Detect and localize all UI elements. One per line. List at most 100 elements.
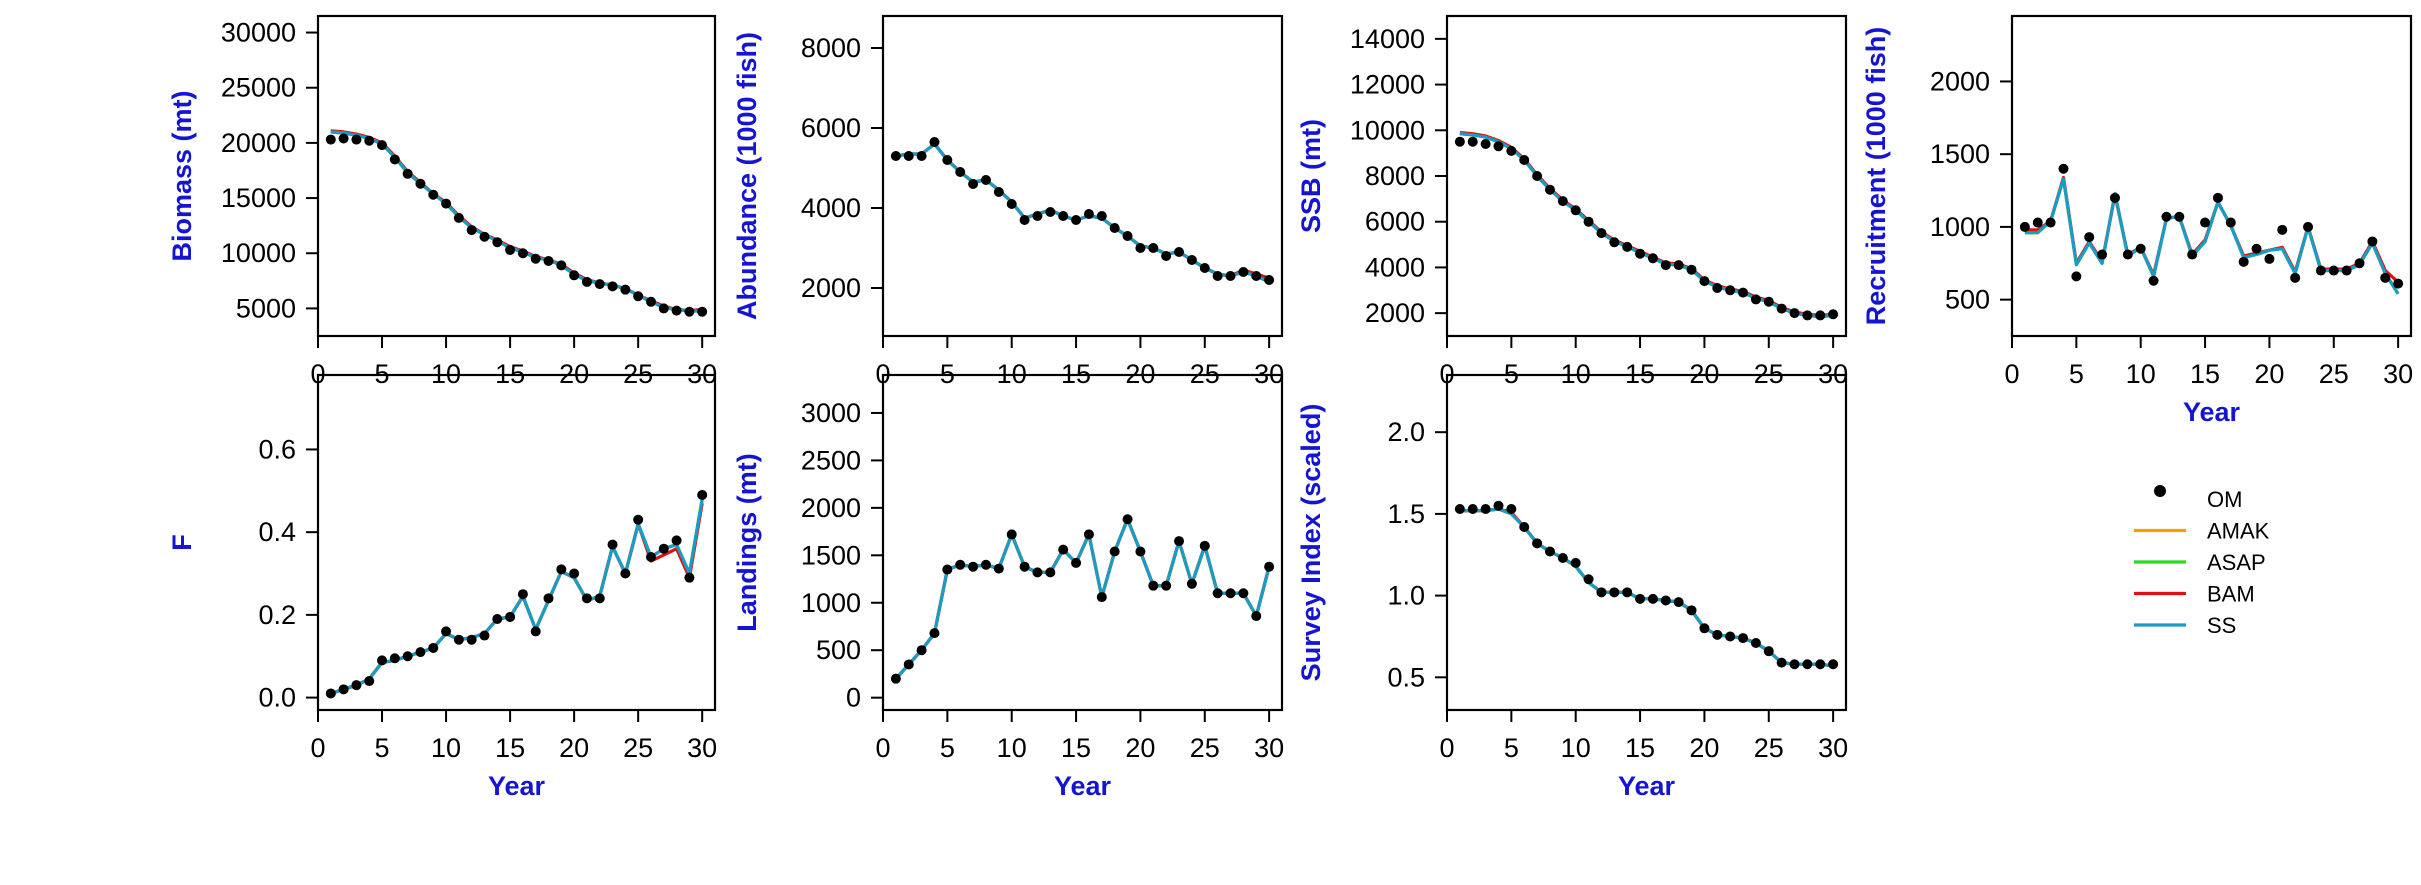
f-om-point	[505, 611, 516, 622]
abundance-om-point	[955, 167, 966, 177]
landings-om-point	[1212, 588, 1223, 599]
biomass-om-point	[645, 296, 656, 307]
f-om-point	[594, 593, 605, 604]
survey-om-point	[1596, 587, 1607, 598]
ssb-om-point	[1738, 287, 1749, 298]
landings-xtick-label: 5	[940, 733, 955, 763]
recruitment-om-point	[2212, 192, 2223, 203]
f-om-point	[517, 589, 528, 600]
survey-om-point	[1519, 521, 1530, 532]
landings-om-point	[993, 563, 1004, 574]
survey-xtick-label: 5	[1504, 733, 1519, 763]
f-ytick-label: 0.0	[258, 683, 296, 713]
f-om-point	[428, 642, 439, 653]
biomass-om-point	[402, 168, 413, 179]
survey-om-point	[1622, 587, 1633, 598]
ssb-om-point	[1686, 264, 1697, 275]
f-om-point	[466, 634, 477, 645]
biomass-ytick-label: 25000	[221, 73, 296, 103]
landings-om-point	[1071, 557, 1082, 568]
f-om-point	[441, 626, 452, 637]
abundance-om-point	[1058, 211, 1069, 221]
ssb-om-point	[1467, 136, 1478, 147]
recruitment-ytick-label: 2000	[1930, 66, 1990, 96]
survey-ytick-label: 0.5	[1387, 662, 1425, 692]
landings-plot-frame	[881, 373, 1284, 712]
recruitment-xtick-label: 5	[2069, 359, 2084, 389]
f-plot-frame	[316, 373, 717, 712]
biomass-ytick-label: 15000	[221, 183, 296, 213]
ssb-om-point	[1622, 241, 1633, 252]
recruitment-om-point	[2328, 265, 2339, 276]
landings-om-point	[1032, 567, 1043, 578]
recruitment-om-point	[2251, 243, 2262, 254]
ssb-om-point	[1647, 253, 1658, 264]
biomass-om-point	[377, 140, 388, 151]
recruitment-om-point	[2045, 217, 2056, 228]
landings-om-point	[1238, 588, 1249, 599]
abundance-om-point	[1071, 215, 1082, 225]
recruitment-om-point	[2174, 211, 2185, 222]
abundance-ylabel: Abundance (1000 fish)	[732, 32, 762, 320]
biomass-om-point	[517, 248, 528, 259]
ssb-om-point	[1583, 216, 1594, 227]
landings-om-point	[1058, 544, 1069, 555]
biomass-om-point	[671, 305, 682, 316]
survey-om-point	[1493, 500, 1504, 511]
landings-om-point	[955, 559, 966, 570]
recruitment-om-point	[2200, 217, 2211, 228]
biomass-om-point	[389, 154, 400, 165]
biomass-om-point	[594, 279, 605, 290]
f-xtick-label: 0	[310, 733, 325, 763]
survey-plot-frame	[1445, 373, 1848, 712]
legend-label-asap: ASAP	[2207, 550, 2266, 575]
survey-xtick-label: 10	[1561, 733, 1591, 763]
recruitment-om-point	[2367, 236, 2378, 247]
survey-om-point	[1583, 574, 1594, 585]
survey-om-point	[1467, 504, 1478, 514]
survey-om-point	[1802, 659, 1813, 670]
survey-om-point	[1454, 504, 1465, 514]
recruitment-xtick-label: 25	[2319, 359, 2349, 389]
f-om-point	[530, 626, 541, 637]
biomass-om-point	[658, 303, 669, 314]
recruitment-ylabel: Recruitment (1000 fish)	[1861, 27, 1891, 326]
biomass-om-point	[581, 276, 592, 287]
abundance-om-point	[890, 151, 901, 161]
abundance-om-point	[993, 187, 1004, 197]
abundance-om-point	[929, 137, 940, 147]
ssb-ytick-label: 10000	[1350, 115, 1425, 145]
recruitment-om-point	[2277, 224, 2288, 235]
landings-om-point	[1186, 578, 1197, 589]
survey-ylabel: Survey Index (scaled)	[1296, 404, 1326, 682]
biomass-om-point	[633, 291, 644, 302]
abundance-om-point	[980, 175, 991, 185]
recruitment-om-point	[2380, 272, 2391, 283]
landings-xtick-label: 20	[1125, 733, 1155, 763]
f-ylabel: F	[167, 534, 197, 551]
recruitment-om-point	[2303, 221, 2314, 232]
survey-om-point	[1712, 629, 1723, 640]
f-om-point	[645, 551, 656, 562]
f-xtick-label: 10	[431, 733, 461, 763]
f-xlabel: Year	[488, 771, 546, 801]
landings-xlabel: Year	[1054, 771, 1112, 801]
biomass-om-point	[684, 306, 695, 317]
biomass-om-point	[543, 255, 554, 266]
f-om-point	[338, 684, 349, 695]
f-om-point	[581, 593, 592, 604]
abundance-ytick-label: 8000	[801, 33, 861, 63]
survey-om-point	[1609, 587, 1620, 598]
landings-xtick-label: 30	[1254, 733, 1284, 763]
ssb-om-point	[1699, 276, 1710, 287]
abundance-ytick-label: 4000	[801, 193, 861, 223]
ssb-om-point	[1506, 145, 1517, 156]
biomass-ylabel: Biomass (mt)	[167, 90, 197, 261]
survey-om-point	[1506, 504, 1517, 514]
abundance-om-point	[1161, 251, 1172, 261]
landings-om-point	[1148, 580, 1159, 591]
landings-xtick-label: 0	[875, 733, 890, 763]
landings-ytick-label: 2500	[801, 445, 861, 475]
